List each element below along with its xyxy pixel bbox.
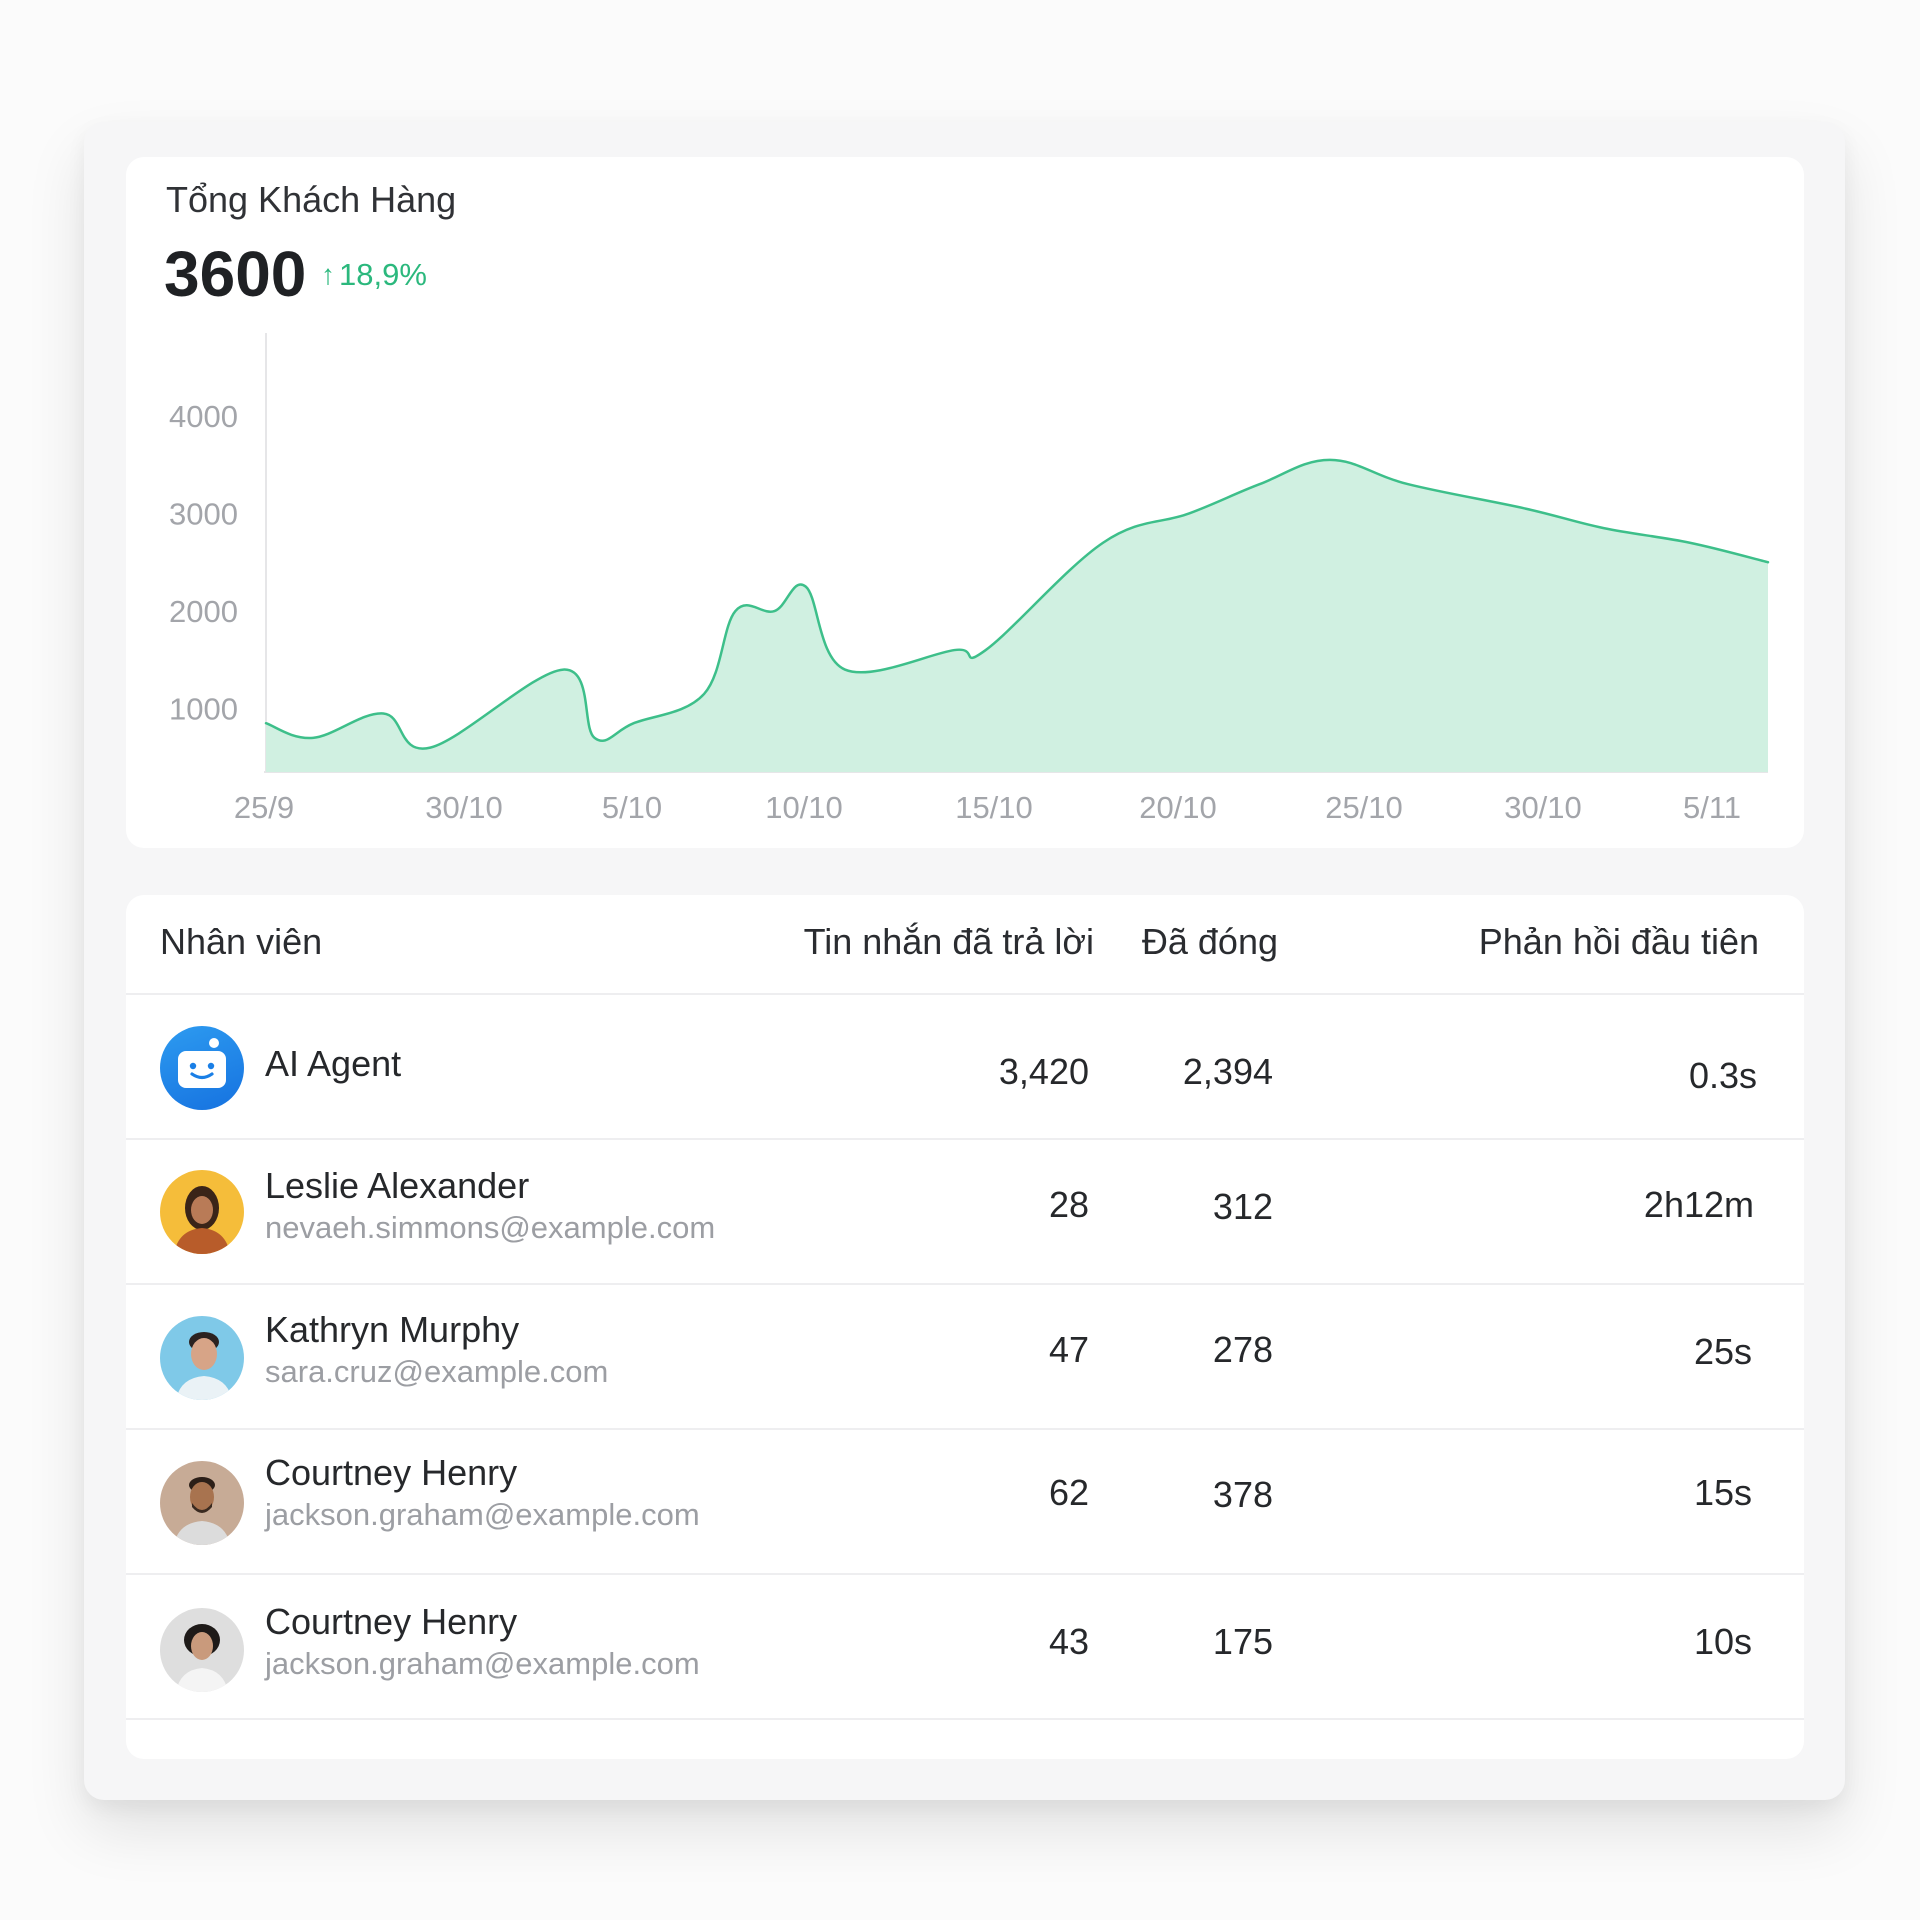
- x-tick-label: 20/10: [1139, 790, 1217, 825]
- growth-value: 18,9%: [339, 257, 427, 292]
- y-tick-label: 3000: [169, 496, 238, 531]
- area-line: [264, 458, 1770, 750]
- agent-name: Courtney Henry: [265, 1601, 518, 1642]
- avatar: [160, 1461, 244, 1545]
- avatar: [160, 1316, 244, 1400]
- table-row[interactable]: AI Agent 3,420 2,394 0.3s: [126, 995, 1804, 1140]
- avatar: [160, 1170, 244, 1254]
- answered-count: 28: [1048, 1184, 1089, 1225]
- agent-email: jackson.graham@example.com: [265, 1497, 700, 1532]
- first-response-time: 2h12m: [1643, 1184, 1754, 1225]
- x-tick-label: 10/10: [765, 790, 843, 825]
- agent-email: jackson.graham@example.com: [265, 1646, 700, 1681]
- robot-icon: [160, 1026, 244, 1110]
- area-fill: [266, 459, 1768, 772]
- agent-name: Kathryn Murphy: [265, 1309, 520, 1350]
- answered-count: 62: [1048, 1472, 1089, 1513]
- x-tick-label: 5/11: [1683, 790, 1741, 825]
- closed-count: 175: [1212, 1621, 1273, 1662]
- table-row[interactable]: Leslie Alexander nevaeh.simmons@example.…: [126, 1140, 1804, 1285]
- header-first-response[interactable]: Phản hồi đầu tiên: [1478, 921, 1759, 962]
- arrow-up-icon: ↑: [321, 259, 335, 290]
- agent-name: Leslie Alexander: [265, 1165, 530, 1206]
- y-tick-label: 1000: [169, 692, 238, 727]
- closed-count: 312: [1212, 1186, 1273, 1227]
- x-tick-label: 30/10: [1504, 790, 1582, 825]
- answered-count: 3,420: [998, 1051, 1089, 1092]
- closed-count: 2,394: [1182, 1051, 1273, 1092]
- agent-name: Courtney Henry: [265, 1452, 518, 1493]
- x-tick-label: 5/10: [602, 790, 662, 825]
- chart-title: Tổng Khách Hàng: [166, 179, 457, 220]
- table-header: Nhân viên Tin nhắn đã trả lời Đã đóng Ph…: [126, 895, 1804, 995]
- table-row[interactable]: Courtney Henry jackson.graham@example.co…: [126, 1575, 1804, 1720]
- header-closed[interactable]: Đã đóng: [1141, 921, 1278, 962]
- y-tick-label: 2000: [169, 594, 238, 629]
- agent-email: sara.cruz@example.com: [265, 1354, 609, 1389]
- table-row[interactable]: Kathryn Murphy sara.cruz@example.com 47 …: [126, 1285, 1804, 1430]
- agent-name: AI Agent: [265, 1043, 402, 1084]
- answered-count: 43: [1048, 1621, 1089, 1662]
- agent-email: nevaeh.simmons@example.com: [265, 1210, 716, 1245]
- x-tick-label: 30/10: [425, 790, 503, 825]
- header-agent[interactable]: Nhân viên: [160, 921, 323, 962]
- y-tick-label: 4000: [169, 399, 238, 434]
- closed-count: 378: [1212, 1474, 1273, 1515]
- growth-badge: ↑ 18,9%: [321, 257, 427, 293]
- area-chart: 1000 2000 3000 4000 25/9 30/10 5/10 10/10 15/10…: [169, 333, 1770, 825]
- x-tick-label: 15/10: [955, 790, 1033, 825]
- table-row[interactable]: Courtney Henry jackson.graham@example.co…: [126, 1430, 1804, 1575]
- first-response-time: 15s: [1693, 1472, 1752, 1513]
- first-response-time: 0.3s: [1688, 1055, 1757, 1096]
- avatar: [160, 1608, 244, 1692]
- x-tick-label: 25/9: [234, 790, 294, 825]
- agents-table: Nhân viên Tin nhắn đã trả lời Đã đóng Ph…: [126, 895, 1804, 1759]
- first-response-time: 25s: [1693, 1331, 1752, 1372]
- x-tick-label: 25/10: [1325, 790, 1403, 825]
- first-response-time: 10s: [1693, 1621, 1752, 1662]
- total-customers-value: 3600: [164, 238, 307, 310]
- header-answered[interactable]: Tin nhắn đã trả lời: [803, 921, 1094, 962]
- closed-count: 278: [1212, 1329, 1273, 1370]
- answered-count: 47: [1048, 1329, 1089, 1370]
- customers-chart-card: Tổng Khách Hàng 3600 ↑ 18,9% 1000 2000 300…: [126, 157, 1804, 848]
